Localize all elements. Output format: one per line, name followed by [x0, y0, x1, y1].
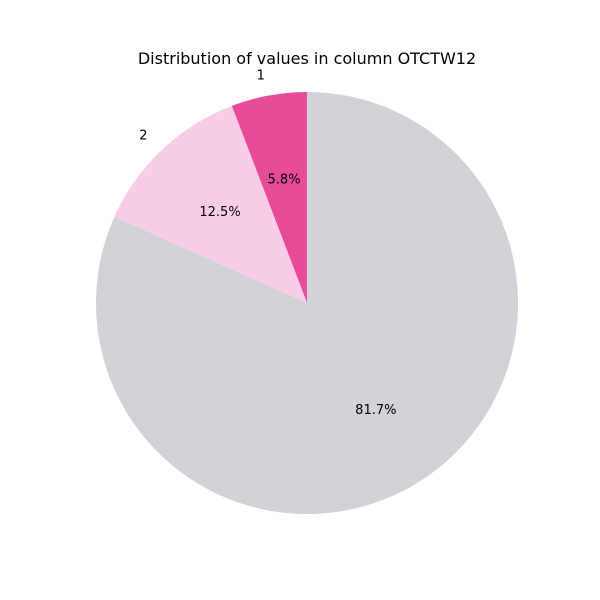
slice-percent-1: 5.8%: [268, 172, 301, 187]
pie-labels: 1 5.8% 2 12.5% 81.7%: [139, 69, 396, 419]
pie-slice-2: [114, 105, 307, 303]
chart-title: Distribution of values in column OTCTW12: [138, 49, 476, 68]
pie-slice-1: [231, 92, 307, 303]
slice-label-2: 2: [139, 128, 147, 143]
pie-slice-3: [96, 92, 519, 514]
slice-label-1: 1: [257, 69, 265, 84]
pie-slices: [96, 92, 519, 514]
slice-percent-3: 81.7%: [355, 403, 396, 418]
slice-percent-2: 12.5%: [199, 205, 240, 220]
